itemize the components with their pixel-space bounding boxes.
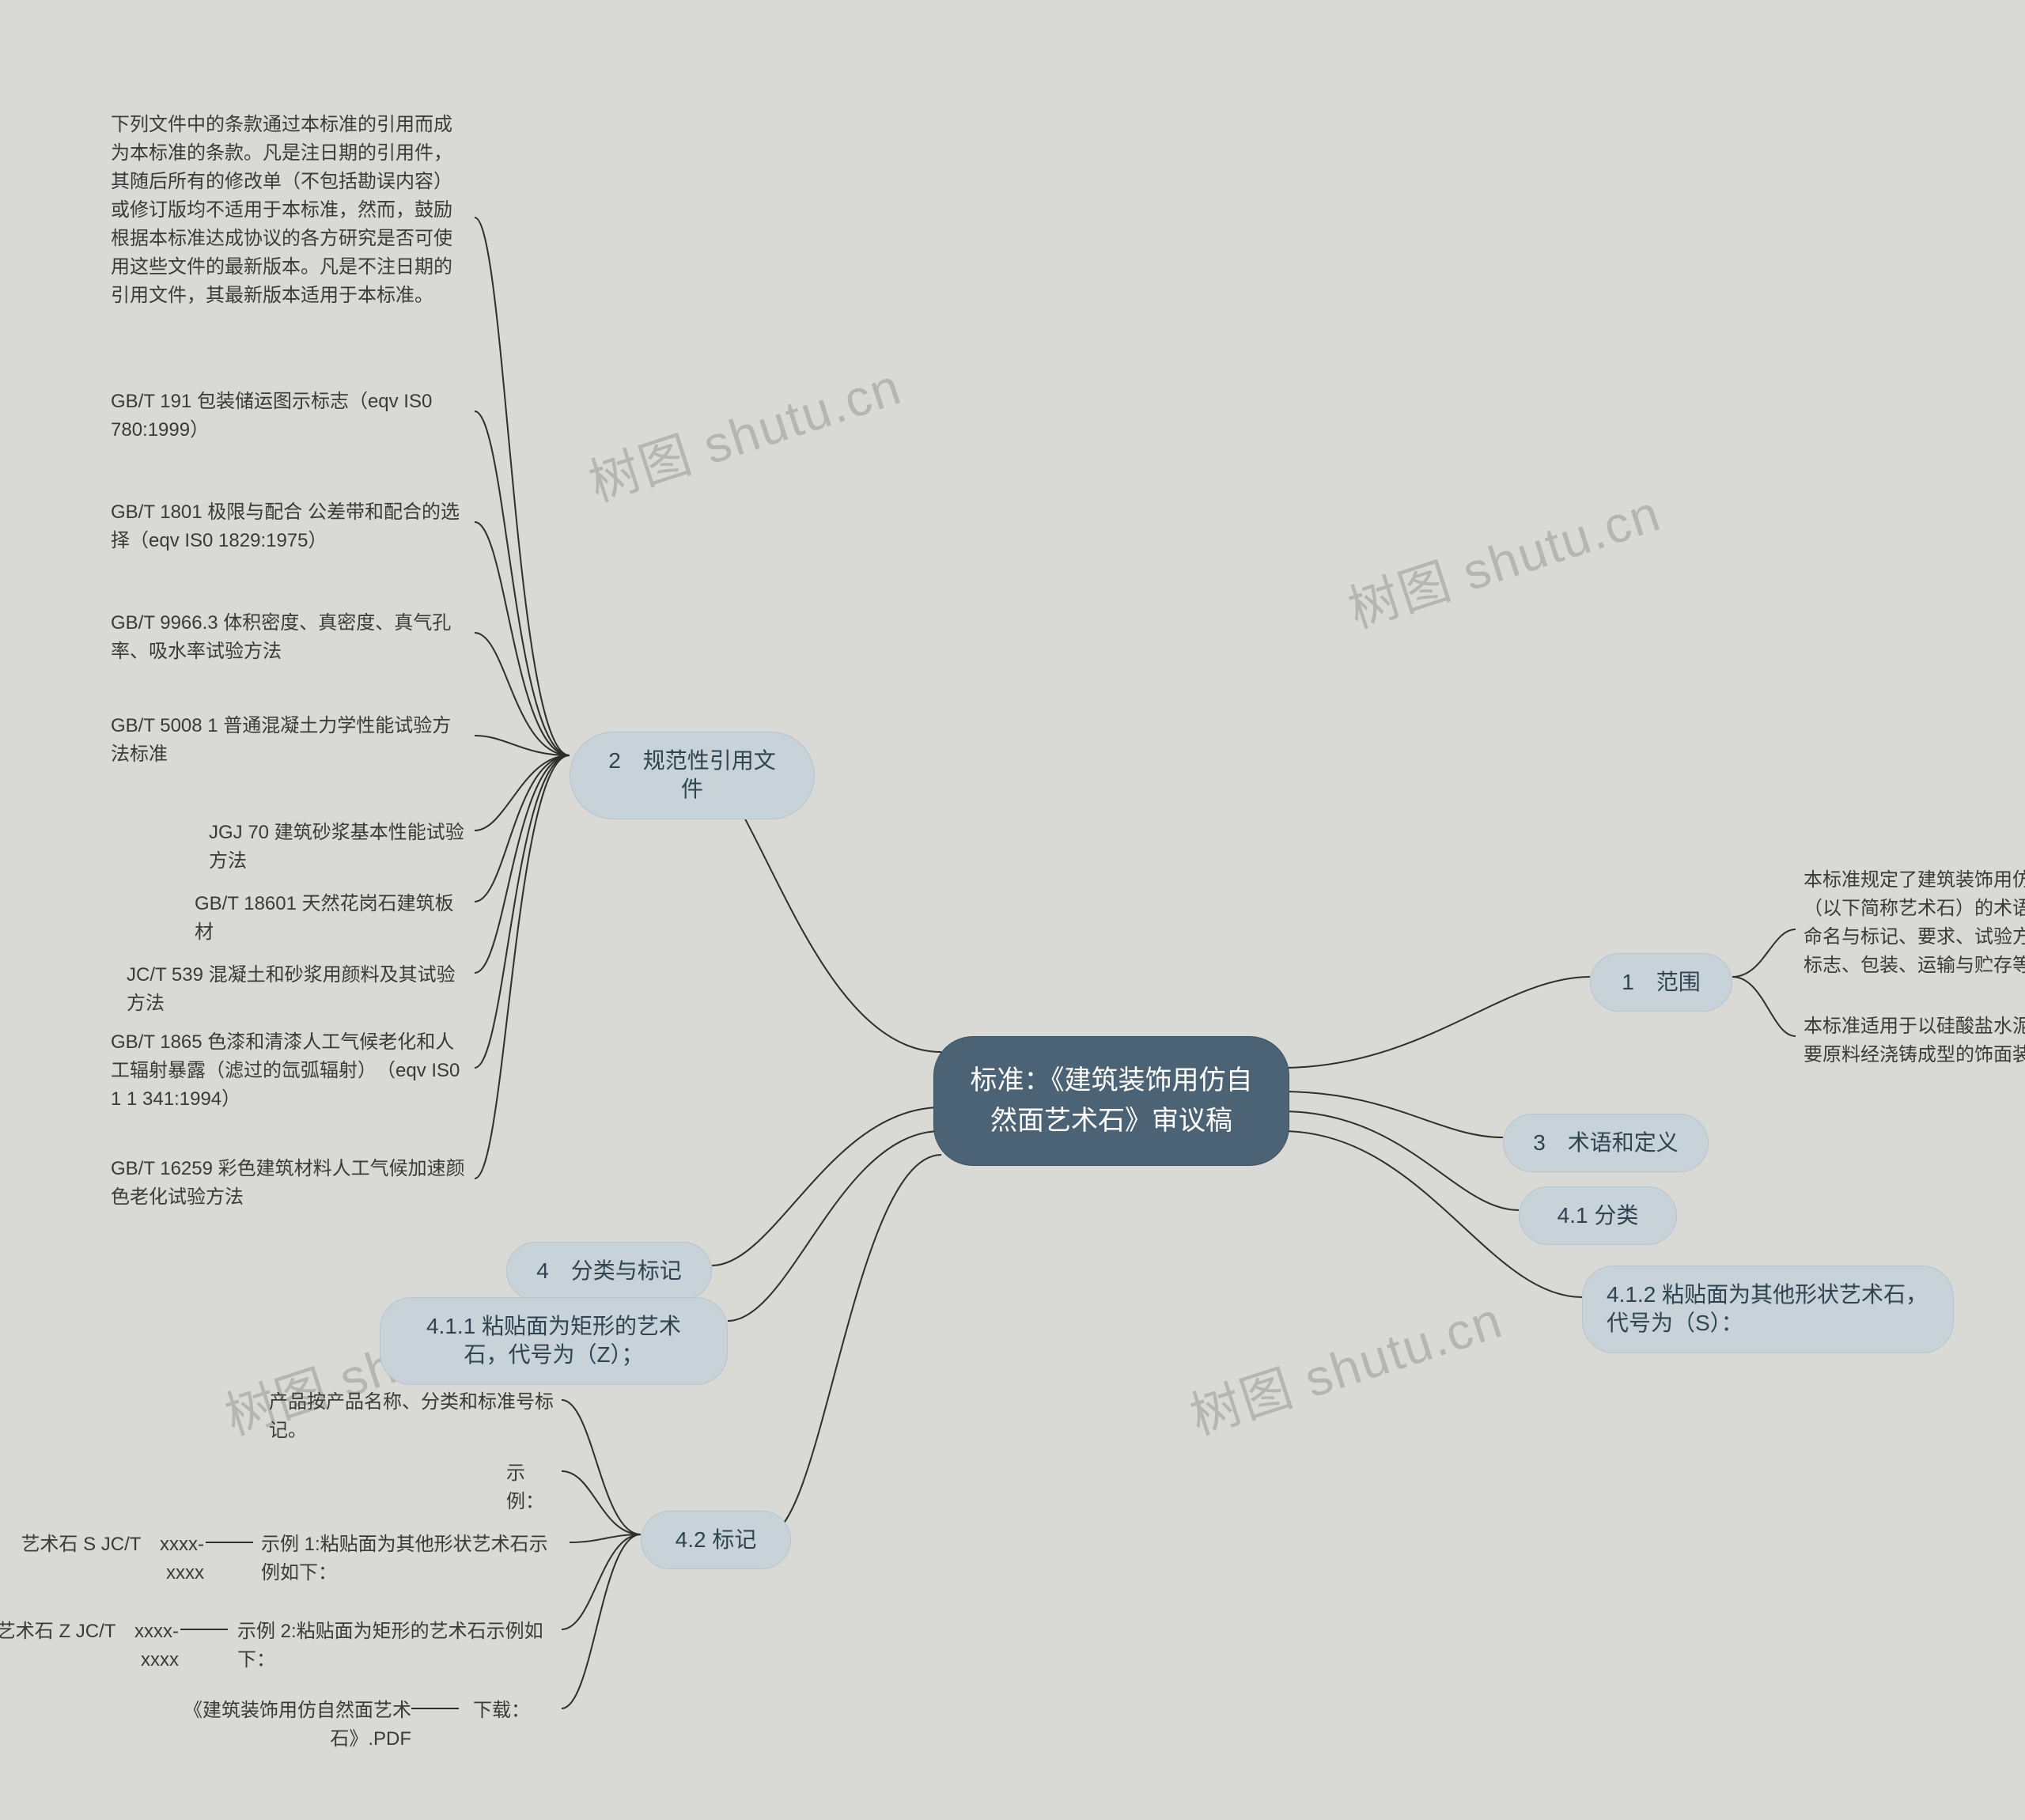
leaf-text: 下载： [473,1697,560,1725]
leaf-text: 示例： [506,1459,562,1516]
leaf-text: 本标准规定了建筑装饰用仿自然面艺术石（以下简称艺术石）的术语和定义、分类、命名与… [1804,866,2025,980]
leaf-text: GB/T 1865 色漆和清漆人工气候老化和人工辐射暴露（滤过的氙弧辐射） （e… [111,1028,467,1114]
branch-4-1[interactable]: 4.1 分类 [1519,1186,1677,1245]
leaf-text: 本标准适用于以硅酸盐水泥、轻质骨料为主要原料经浇铸成型的饰面装饰材料。 [1804,1012,2025,1069]
branch-4[interactable]: 4 分类与标记 [506,1242,712,1300]
branch-label: 4.1.1 粘贴面为矩形的艺术石，代号为（Z）； [426,1314,681,1367]
branch-3[interactable]: 3 术语和定义 [1503,1114,1709,1172]
leaf-text: 示例 1:粘贴面为其他形状艺术石示例如下： [261,1531,562,1587]
branch-label: 4.1 分类 [1558,1203,1639,1228]
branch-label: 1 范围 [1622,970,1701,994]
leaf-text: GB/T 1801 极限与配合 公差带和配合的选择（eqv IS0 1829:1… [111,498,467,555]
branch-label: 4.2 标记 [676,1527,757,1552]
leaf-text: JGJ 70 建筑砂浆基本性能试验方法 [209,819,470,876]
leaf-text: JC/T 539 混凝土和砂浆用颜料及其试验方法 [127,961,467,1018]
watermark: 树图 shutu.cn [1180,1280,1511,1449]
leaf-text: 示例 2:粘贴面为矩形的艺术石示例如下： [237,1618,562,1674]
branch-label: 4 分类与标记 [536,1258,682,1283]
root-label: 标准：《建筑装饰用仿自然面艺术石》审议稿 [971,1065,1253,1136]
branch-label: 2 规范性引用文件 [608,748,776,801]
mindmap-canvas: 树图 shutu.cn 树图 shutu.cn 树图 shutu.cn 树图 s… [0,0,2025,1820]
branch-label: 4.1.2 粘贴面为其他形状艺术石，代号为（S）： [1607,1282,1928,1335]
branch-4-2[interactable]: 4.2 标记 [641,1511,791,1569]
leaf-text: 《建筑装饰用仿自然面艺术石》.PDF [119,1697,411,1754]
branch-4-1-1[interactable]: 4.1.1 粘贴面为矩形的艺术石，代号为（Z）； [380,1297,728,1385]
watermark: 树图 shutu.cn [579,346,910,516]
leaf-text: GB/T 5008 1 普通混凝土力学性能试验方法标准 [111,712,467,769]
leaf-text: GB/T 9966.3 体积密度、真密度、真气孔率、吸水率试验方法 [111,609,467,666]
watermark: 树图 shutu.cn [1338,473,1669,642]
branch-2[interactable]: 2 规范性引用文件 [570,732,815,819]
leaf-text: GB/T 16259 彩色建筑材料人工气候加速颜色老化试验方法 [111,1155,467,1212]
leaf-text: 艺术石 S JC/T xxxx-xxxx [16,1531,204,1587]
leaf-text: 下列文件中的条款通过本标准的引用而成为本标准的条款。凡是注日期的引用件，其随后所… [111,111,467,310]
root-node[interactable]: 标准：《建筑装饰用仿自然面艺术石》审议稿 [933,1036,1289,1166]
branch-1[interactable]: 1 范围 [1590,953,1732,1012]
leaf-text: GB/T 191 包装储运图示标志（eqv IS0 780:1999） [111,388,467,445]
leaf-text: 艺术石 Z JC/T xxxx-xxxx [0,1618,179,1674]
branch-4-1-2[interactable]: 4.1.2 粘贴面为其他形状艺术石，代号为（S）： [1582,1266,1954,1353]
branch-label: 3 术语和定义 [1533,1130,1679,1155]
leaf-text: 产品按产品名称、分类和标准号标记。 [269,1388,562,1445]
leaf-text: GB/T 18601 天然花岗石建筑板材 [195,890,471,947]
